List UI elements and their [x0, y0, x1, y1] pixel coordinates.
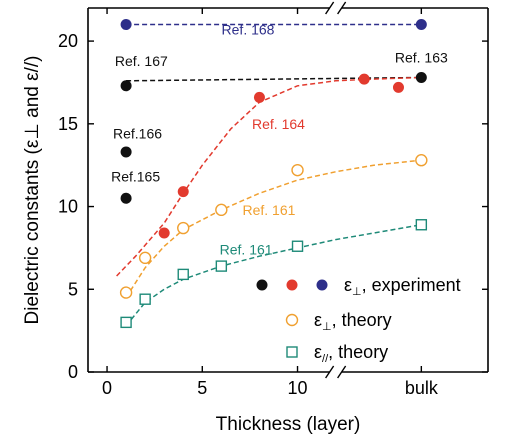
ref163-annotation: Ref. 163 — [395, 50, 448, 66]
ref161b-annotation: Ref. 161 — [220, 242, 273, 258]
legend-entry-theory-perp: ε⊥, theory — [314, 310, 392, 333]
ref168-annotation: Ref. 168 — [222, 21, 275, 37]
theory-par-point — [177, 268, 189, 281]
legend-subscript: // — [322, 353, 329, 365]
ref167-annotation: Ref. 167 — [115, 53, 168, 69]
exp-navy-point — [120, 19, 132, 31]
exp-red-point — [358, 73, 370, 85]
y-tick-label: 15 — [58, 114, 78, 134]
theory-perp-point — [215, 203, 228, 217]
legend-text: , experiment — [362, 275, 461, 295]
ref167-line — [126, 76, 422, 82]
x-tick-label: bulk — [405, 378, 439, 398]
theory-par-point — [415, 219, 428, 231]
x-tick-label: 5 — [197, 378, 207, 398]
legend-red-dot-icon — [286, 279, 298, 291]
exp-red-point — [253, 91, 265, 103]
legend-black-dot-icon — [256, 279, 268, 291]
x-axis-label: Thickness (layer) — [216, 414, 361, 435]
ref164-annotation: Ref. 164 — [252, 116, 305, 132]
theory-par-point — [291, 240, 304, 252]
y-tick-label: 0 — [68, 362, 78, 382]
red-fit — [116, 76, 422, 277]
theory-par-point — [120, 316, 132, 329]
legend-symbol: ε — [344, 275, 352, 295]
legend-entry-theory-par: ε//, theory — [314, 342, 388, 365]
theory-perp-point — [415, 154, 428, 167]
top-axis-break-mark — [337, 1, 347, 15]
ref161a-annotation: Ref. 161 — [242, 202, 295, 218]
orange-fit — [125, 159, 422, 298]
legend-entry-experiment: ε⊥, experiment — [344, 275, 461, 298]
legend-subscript: ⊥ — [352, 286, 362, 298]
y-tick-label: 5 — [68, 279, 78, 299]
y-tick-label: 20 — [58, 31, 78, 51]
exp-red-point — [177, 186, 189, 198]
teal-fit — [125, 223, 422, 327]
legend-open-circle-icon — [285, 313, 299, 327]
exp-black-point — [120, 146, 132, 158]
theory-perp-point — [291, 163, 304, 177]
bottom-axis-break-mark — [337, 365, 347, 379]
y-axis-label: Dielectric constants (ε⊥ and ε//) — [22, 56, 43, 325]
ref165-annotation: Ref.165 — [111, 169, 160, 185]
exp-black-point — [120, 80, 132, 92]
x-tick-label: 0 — [102, 378, 112, 398]
exp-red-point — [158, 227, 170, 239]
exp-black-point — [415, 71, 427, 83]
theory-perp-point — [138, 251, 152, 265]
theory-perp-point — [119, 286, 133, 299]
y-tick-label: 10 — [58, 197, 78, 217]
exp-red-point — [392, 81, 404, 93]
legend-open-square-icon — [286, 346, 298, 358]
legend-symbol: ε — [314, 310, 322, 330]
legend-navy-dot-icon — [316, 279, 328, 291]
legend-text: , theory — [332, 310, 392, 330]
top-axis-break-mark — [325, 1, 335, 15]
ref166-annotation: Ref.166 — [113, 126, 162, 142]
legend-symbol: ε — [314, 342, 322, 362]
exp-black-point — [120, 192, 132, 204]
x-tick-label: 10 — [288, 378, 308, 398]
exp-navy-point — [415, 19, 427, 31]
theory-perp-point — [177, 221, 190, 235]
theory-par-point — [139, 293, 151, 305]
theory-par-point — [215, 260, 228, 272]
bottom-axis-break-mark — [325, 365, 335, 379]
legend-text: , theory — [328, 342, 388, 362]
legend-subscript: ⊥ — [322, 321, 332, 333]
